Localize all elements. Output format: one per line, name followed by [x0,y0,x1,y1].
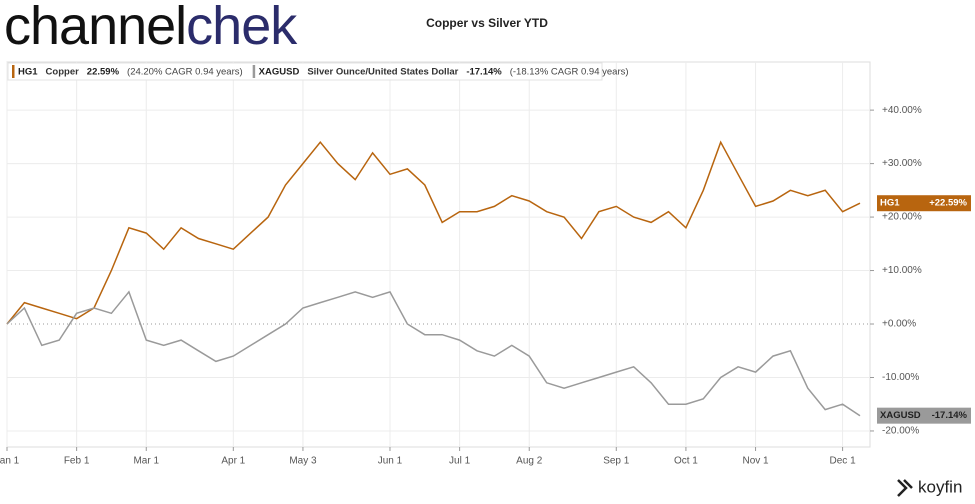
x-tick-label: Apr 1 [221,456,245,467]
y-tick-label: +0.00% [882,319,916,330]
x-tick-label: Feb 1 [64,456,90,467]
x-tick-label: Jun 1 [378,456,403,467]
logo-left: channel [4,0,186,56]
logo-right: chek [186,0,298,56]
end-tag-name: XAGUSD [880,410,921,421]
legend-name: HG1 [18,67,38,78]
legend-description: Copper [46,67,80,78]
legend-change-label: 22.59% [87,67,120,78]
brand-icon [897,479,913,497]
x-tick-label: Nov 1 [742,456,769,467]
plot-frame [6,61,871,448]
legend-swatch [12,65,15,78]
x-tick-label: Mar 1 [133,456,159,467]
legend-swatch [252,65,256,78]
x-tick-label: May 3 [289,456,317,467]
y-tick-label: +40.00% [882,105,922,116]
x-tick-label: Dec 1 [830,456,857,467]
x-tick-label: Jan 1 [0,456,20,467]
end-tag-value: -17.14% [932,410,968,421]
legend-cagr-label: (24.20% CAGR 0.94 years) [127,67,243,78]
end-tag-name: HG1 [880,198,900,209]
brand: koyfin [918,477,962,496]
y-tick-label: +20.00% [882,212,922,223]
y-tick-label: +10.00% [882,265,922,276]
end-tag-value: +22.59% [929,198,967,209]
legend-box [7,62,603,81]
logo: channelchek [4,0,298,56]
x-tick-label: Aug 2 [516,456,543,467]
legend-change-label: -17.14% [466,67,502,78]
y-tick-label: +30.00% [882,158,922,169]
series-line [6,140,861,325]
end-tag [877,407,971,424]
y-tick-label: -10.00% [882,372,919,383]
x-tick-label: Oct 1 [674,456,698,467]
series-line [6,290,861,417]
chart-title: Copper vs Silver YTD [426,16,548,30]
legend-description: Silver Ounce/United States Dollar [307,67,458,78]
x-tick-label: Sep 1 [603,456,630,467]
end-tag [877,195,971,212]
legend-name: XAGUSD [259,67,300,78]
y-tick-label: -20.00% [882,426,919,437]
legend-cagr-label: (-18.13% CAGR 0.94 years) [510,67,629,78]
x-tick-label: Jul 1 [449,456,471,467]
